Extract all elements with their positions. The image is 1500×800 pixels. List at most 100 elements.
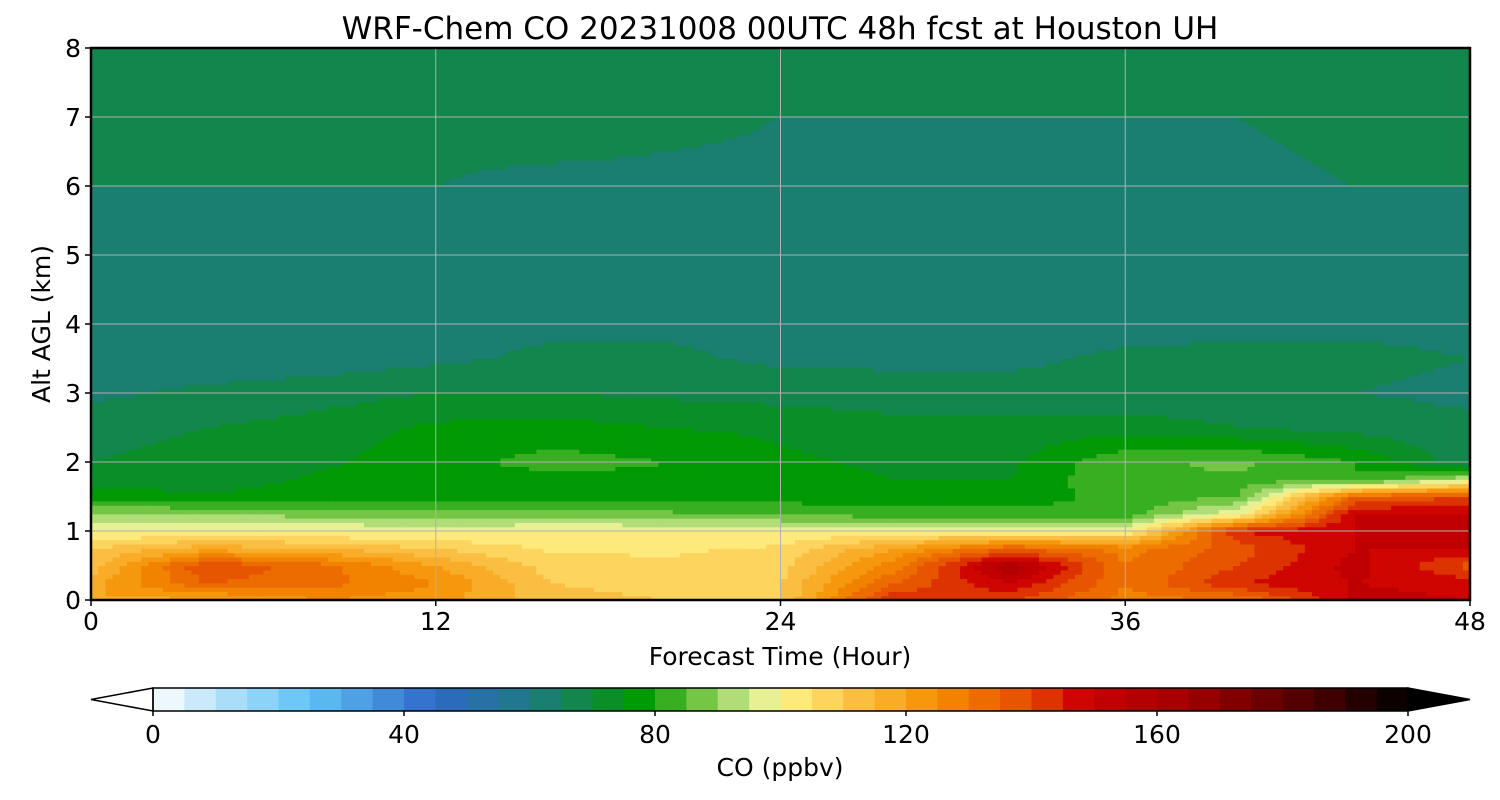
contour-cell	[428, 505, 437, 511]
contour-cell	[723, 531, 731, 536]
contour-cell	[91, 518, 99, 523]
contour-cell	[500, 492, 509, 498]
contour-cell	[658, 531, 667, 536]
contour-cell	[493, 492, 501, 498]
contour-cell	[1398, 518, 1406, 523]
contour-cell	[845, 578, 853, 584]
contour-cell	[1254, 535, 1263, 541]
contour-cell	[335, 513, 343, 519]
contour-cell	[593, 548, 602, 554]
contour-cell	[543, 591, 552, 597]
contour-cell	[1347, 591, 1356, 597]
contour-cell	[787, 574, 796, 580]
contour-cell	[284, 522, 293, 528]
contour-cell	[270, 526, 279, 532]
contour-cell	[1355, 522, 1363, 528]
contour-cell	[1311, 548, 1320, 554]
contour-cell	[794, 561, 803, 567]
contour-cell	[249, 539, 257, 545]
contour-cell	[1333, 595, 1342, 601]
contour-cell	[119, 526, 128, 532]
contour-cell	[392, 522, 401, 528]
contour-cell	[952, 565, 961, 571]
contour-cell	[1168, 509, 1177, 515]
contour-cell	[162, 556, 171, 562]
contour-cell	[162, 548, 171, 554]
contour-cell	[363, 587, 372, 592]
contour-cell	[845, 543, 853, 549]
contour-cell	[478, 513, 487, 519]
contour-cell	[371, 595, 379, 601]
contour-cell	[565, 552, 573, 558]
contour-cell	[967, 496, 976, 502]
contour-cell	[1017, 539, 1026, 545]
contour-cell	[249, 526, 257, 532]
contour-cell	[407, 526, 415, 532]
contour-cell	[378, 543, 387, 549]
contour-cell	[816, 492, 825, 498]
contour-cell	[1017, 500, 1026, 506]
contour-cell	[292, 587, 300, 592]
contour-cell	[205, 509, 214, 515]
contour-cell	[1326, 582, 1335, 588]
contour-cell	[299, 587, 308, 592]
contour-cell	[1031, 548, 1040, 554]
contour-cell	[385, 531, 394, 536]
contour-cell	[1153, 556, 1162, 562]
contour-cell	[256, 587, 264, 592]
contour-cell	[478, 492, 487, 498]
contour-cell	[1254, 492, 1263, 498]
contour-cell	[399, 556, 408, 562]
contour-cell	[306, 552, 315, 558]
contour-cell	[126, 595, 135, 601]
contour-cell	[205, 574, 214, 580]
contour-cell	[1254, 487, 1263, 493]
contour-cell	[1132, 574, 1141, 580]
contour-cell	[1355, 505, 1363, 511]
contour-cell	[945, 513, 954, 519]
contour-cell	[579, 500, 588, 506]
contour-cell	[651, 539, 659, 545]
contour-cell	[758, 569, 767, 575]
contour-cell	[629, 500, 638, 506]
contour-cell	[579, 531, 588, 536]
contour-cell	[629, 578, 638, 584]
contour-cell	[177, 500, 185, 506]
contour-cell	[1441, 552, 1450, 558]
contour-cell	[780, 552, 789, 558]
contour-cell	[600, 518, 609, 523]
contour-cell	[141, 587, 150, 592]
contour-cell	[1024, 552, 1033, 558]
contour-cell	[105, 522, 114, 528]
contour-cell	[708, 561, 717, 567]
contour-cell	[1125, 487, 1134, 493]
contour-cell	[349, 582, 358, 588]
contour-cell	[866, 552, 875, 558]
contour-cell	[902, 513, 911, 519]
contour-cell	[1031, 595, 1040, 601]
contour-cell	[1039, 574, 1047, 580]
contour-cell	[349, 548, 358, 554]
contour-cell	[1283, 582, 1292, 588]
contour-cell	[155, 500, 164, 506]
contour-cell	[773, 505, 782, 511]
contour-cell	[687, 591, 695, 597]
contour-cell	[514, 565, 523, 571]
contour-cell	[284, 578, 293, 584]
contour-cell	[1103, 548, 1112, 554]
contour-cell	[572, 518, 580, 523]
contour-cell	[751, 518, 760, 523]
contour-cell	[450, 578, 458, 584]
contour-cell	[1383, 552, 1392, 558]
contour-cell	[651, 595, 659, 601]
contour-cell	[471, 492, 480, 498]
contour-cell	[1340, 496, 1349, 502]
contour-cell	[1232, 548, 1241, 554]
contour-cell	[787, 565, 796, 571]
contour-cell	[787, 561, 796, 567]
contour-cell	[399, 587, 408, 592]
contour-cell	[694, 496, 703, 502]
contour-cell	[1204, 509, 1213, 515]
contour-cell	[126, 578, 135, 584]
contour-cell	[1067, 522, 1076, 528]
